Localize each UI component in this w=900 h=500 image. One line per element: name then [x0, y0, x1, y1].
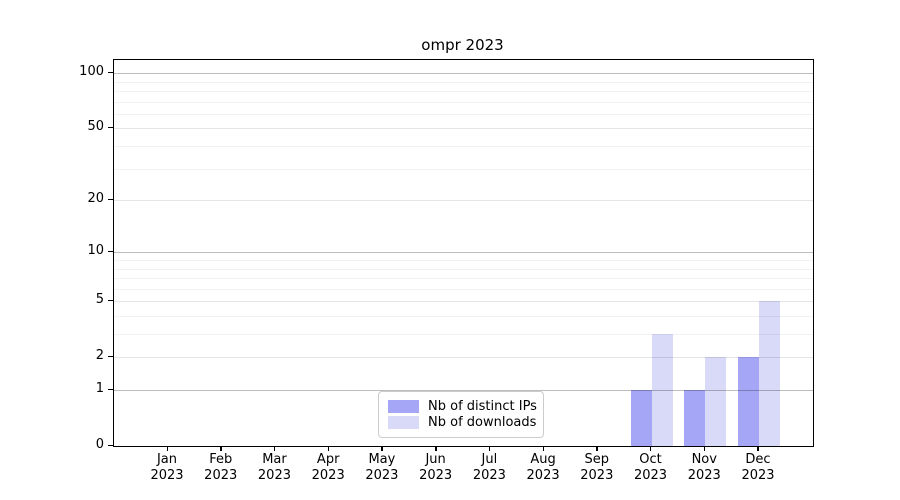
- x-tick-mar: [273, 446, 276, 451]
- gridline-100: [114, 73, 813, 75]
- gridline-minor-30: [114, 168, 813, 170]
- gridline-minor-8: [114, 268, 813, 270]
- x-tick-jan: [166, 446, 168, 451]
- x-tick-label-oct: Oct 2023: [623, 452, 679, 484]
- x-tick-label-year: 2023: [687, 468, 721, 483]
- bar-downloads-dec: [758, 301, 780, 446]
- x-tick-jul: [488, 446, 491, 451]
- x-tick-jun: [435, 446, 437, 451]
- x-tick-label-dec: Dec 2023: [730, 452, 786, 484]
- y-tick-10: [108, 250, 113, 253]
- x-tick-label-year: 2023: [580, 468, 614, 483]
- x-tick-label-year: 2023: [204, 468, 238, 483]
- x-tick-feb: [220, 446, 222, 451]
- gridline-minor-3: [114, 334, 813, 336]
- gridline-minor-60: [114, 113, 813, 115]
- x-tick-label-year: 2023: [741, 468, 775, 483]
- x-tick-may: [381, 446, 383, 451]
- y-tick-2: [108, 355, 113, 358]
- x-tick-label-year: 2023: [365, 468, 399, 483]
- legend-swatch-distinct-ips: [388, 400, 419, 413]
- y-tick-label-5: 5: [95, 292, 104, 308]
- gridline-minor-9: [114, 260, 813, 262]
- gridline-minor-70: [114, 101, 813, 103]
- x-tick-label-feb: Feb 2023: [193, 452, 249, 484]
- y-tick-0: [108, 444, 113, 446]
- x-tick-label-year: 2023: [526, 468, 560, 483]
- x-tick-label-year: 2023: [633, 468, 668, 483]
- bar-distinct-ips-dec: [737, 357, 759, 446]
- x-tick-label-sep: Sep 2023: [569, 452, 625, 484]
- x-tick-label-year: 2023: [472, 468, 506, 483]
- x-tick-oct: [650, 446, 652, 451]
- gridline-10: [114, 252, 813, 254]
- bar-distinct-ips-nov: [684, 390, 706, 446]
- gridline-1: [114, 390, 813, 392]
- y-tick-label-0: 0: [95, 437, 104, 452]
- x-tick-label-year: 2023: [257, 468, 291, 483]
- legend-swatch-downloads: [388, 416, 419, 429]
- gridline-5: [114, 301, 813, 303]
- gridline-minor-40: [114, 146, 813, 148]
- gridline-minor-6: [114, 288, 813, 290]
- x-tick-label-jul: Jul 2023: [461, 452, 517, 484]
- y-tick-label-20: 20: [87, 191, 104, 207]
- x-tick-label-apr: Apr 2023: [300, 452, 356, 484]
- gridline-minor-7: [114, 278, 813, 280]
- chart-title: ompr 2023: [421, 36, 504, 54]
- y-tick-label-50: 50: [87, 119, 104, 135]
- gridline-20: [114, 200, 813, 202]
- plot-area: [113, 59, 814, 447]
- legend-item-downloads: Nb of downloads: [388, 415, 537, 430]
- y-tick-label-100: 100: [79, 64, 104, 80]
- x-tick-apr: [327, 446, 330, 451]
- bar-downloads-oct: [651, 334, 673, 446]
- x-tick-label-jun: Jun 2023: [408, 452, 464, 484]
- y-tick-50: [108, 126, 113, 129]
- x-tick-sep: [596, 446, 598, 451]
- y-tick-label-10: 10: [87, 243, 104, 259]
- y-tick-label-1: 1: [95, 381, 104, 397]
- y-tick-20: [108, 198, 113, 200]
- legend: Nb of distinct IPs Nb of downloads: [378, 391, 544, 438]
- legend-item-distinct-ips: Nb of distinct IPs: [388, 399, 537, 414]
- y-tick-100: [108, 71, 113, 74]
- bar-distinct-ips-oct: [630, 390, 652, 446]
- y-tick-label-2: 2: [95, 348, 104, 364]
- gridline-minor-90: [114, 81, 813, 83]
- x-tick-label-aug: Aug 2023: [515, 452, 571, 484]
- bar-downloads-nov: [705, 357, 727, 446]
- y-tick-5: [108, 299, 113, 302]
- gridline-minor-4: [114, 316, 813, 317]
- x-tick-label-may: May 2023: [354, 452, 410, 484]
- gridline-minor-80: [114, 91, 813, 93]
- legend-label-distinct-ips: Nb of distinct IPs: [428, 399, 537, 414]
- x-tick-label-mar: Mar 2023: [246, 452, 302, 484]
- x-tick-label-year: 2023: [150, 468, 184, 483]
- gridline-2: [114, 357, 813, 359]
- x-tick-aug: [542, 446, 544, 451]
- x-tick-label-jan: Jan 2023: [139, 452, 195, 484]
- x-tick-label-year: 2023: [419, 468, 453, 483]
- x-tick-label-nov: Nov 2023: [676, 452, 732, 484]
- x-tick-dec: [757, 446, 759, 451]
- x-tick-label-year: 2023: [311, 468, 345, 483]
- legend-label-downloads: Nb of downloads: [428, 415, 537, 430]
- gridline-50: [114, 128, 813, 130]
- y-tick-1: [108, 388, 113, 390]
- x-tick-nov: [703, 446, 706, 451]
